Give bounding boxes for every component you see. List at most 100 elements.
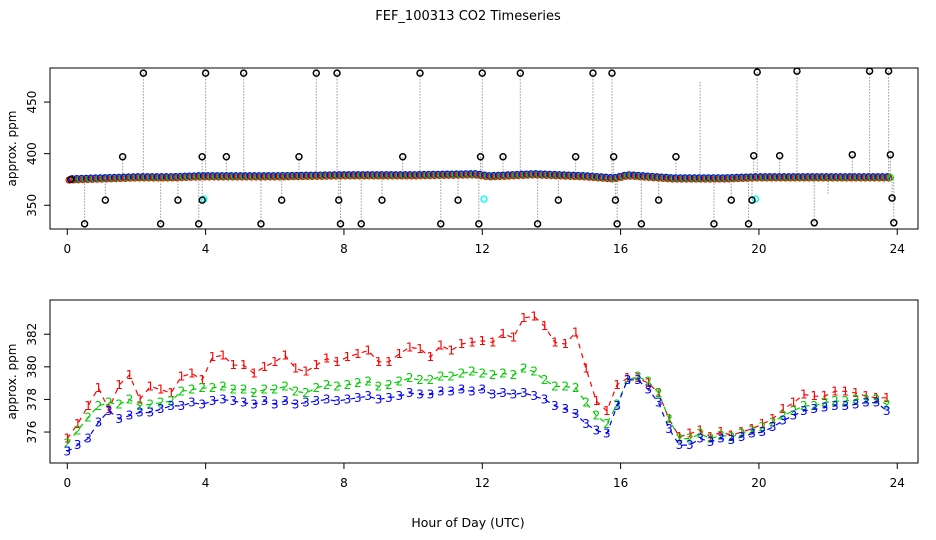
bottom-panel-series-2-marker: 2 — [561, 379, 569, 393]
top-panel-flag-point — [357, 220, 365, 228]
bottom-panel-series-3-marker: 3 — [769, 420, 777, 434]
top-panel-x-tick-label: 4 — [202, 242, 210, 256]
top-panel-flag-point — [476, 153, 485, 161]
bottom-panel-series-1-marker: 1 — [136, 392, 144, 406]
bottom-panel-series-2-marker: 2 — [852, 392, 860, 406]
bottom-panel-series-2-marker: 2 — [395, 375, 403, 389]
bottom-panel-series-3-marker: 3 — [416, 388, 424, 402]
bottom-panel-series-1-marker: 1 — [572, 326, 580, 340]
top-panel-flag-point — [571, 153, 580, 161]
bottom-panel-series-1-marker: 1 — [810, 389, 818, 403]
bottom-panel-frame — [49, 299, 919, 464]
top-panel-baseline-point — [480, 171, 489, 179]
top-panel-baseline-point — [883, 173, 891, 181]
bottom-panel-series-3-marker: 3 — [644, 383, 652, 397]
bottom-panel-series-2-marker: 2 — [95, 399, 103, 413]
bottom-panel-series-2-marker: 2 — [831, 394, 839, 408]
bottom-panel-series-3-marker: 3 — [115, 412, 123, 426]
bottom-panel-series-1-marker: 1 — [748, 422, 756, 436]
bottom-panel-series-3-marker: 3 — [333, 394, 341, 408]
bottom-panel-series-3-marker: 3 — [810, 402, 818, 416]
bottom-panel-series-2-marker: 2 — [624, 373, 632, 387]
bottom-panel-series-3-marker: 3 — [95, 415, 103, 429]
top-panel-flag-point — [378, 196, 386, 204]
bottom-panel-series-2-marker: 2 — [84, 410, 92, 424]
bottom-panel-series-1-marker: 1 — [95, 381, 103, 395]
bottom-panel-series-3-marker: 3 — [447, 384, 455, 398]
top-panel-y-tick-label: 350 — [25, 194, 39, 217]
bottom-panel-y-tick-label: 382 — [25, 323, 39, 346]
bottom-panel-series-2-marker: 2 — [810, 399, 818, 413]
top-panel-flag-point — [888, 194, 896, 202]
bottom-panel-series-2-marker: 2 — [707, 432, 715, 446]
bottom-panel-series-3-marker: 3 — [478, 383, 486, 397]
bottom-panel-series-1-marker: 1 — [240, 358, 248, 372]
bottom-panel-series-1-marker: 1 — [821, 389, 829, 403]
bottom-panel-series-1-marker: 1 — [178, 370, 186, 384]
top-panel-flag-point — [499, 153, 507, 161]
bottom-panel-series-3-marker: 3 — [541, 392, 549, 406]
bottom-panel-series-2-marker: 2 — [520, 361, 528, 375]
bottom-panel-x-tick-label: 4 — [202, 476, 210, 490]
bottom-panel-series-2-marker: 2 — [478, 366, 486, 380]
bottom-panel-series-1-marker: 1 — [323, 352, 331, 366]
bottom-panel-series-2-marker: 2 — [717, 428, 725, 442]
top-panel-baseline-point — [751, 173, 760, 181]
top-panel-flag-point — [710, 220, 718, 228]
bottom-panel-series-2-marker: 2 — [530, 365, 538, 379]
bottom-panel-series-3-marker: 3 — [707, 435, 715, 449]
bottom-panel-series-3-marker: 3 — [198, 397, 206, 411]
bottom-panel-series-1-marker: 1 — [333, 355, 341, 369]
top-panel-flag-point — [775, 151, 784, 160]
top-panel-flag-point — [101, 196, 110, 204]
top-panel-baseline-point — [648, 172, 656, 181]
top-panel-x-tick-label: 16 — [613, 242, 628, 256]
bottom-panel-series-3-marker: 3 — [831, 399, 839, 413]
bottom-panel-series-2-marker: 2 — [219, 379, 227, 393]
top-panel-flag-point — [475, 220, 483, 228]
bottom-panel-series-2-marker: 2 — [302, 386, 310, 400]
bottom-panel-series-3-marker: 3 — [63, 445, 71, 459]
top-panel-flag-point — [174, 196, 182, 204]
bottom-panel-series-3-marker: 3 — [354, 391, 362, 405]
bottom-panel-series-1-marker: 1 — [862, 389, 870, 403]
bottom-panel-series-3-marker: 3 — [136, 405, 144, 419]
bottom-panel-series-2-marker: 2 — [188, 383, 196, 397]
bottom-panel-series-1-marker: 1 — [458, 337, 466, 351]
bottom-panel-series-3-marker: 3 — [530, 389, 538, 403]
bottom-panel-series-1-marker: 1 — [468, 335, 476, 349]
bottom-panel-series-3-marker: 3 — [779, 414, 787, 428]
bottom-panel-series-2-marker: 2 — [178, 384, 186, 398]
bottom-panel-series-3-marker: 3 — [655, 396, 663, 410]
bottom-panel-series-3-marker: 3 — [696, 432, 704, 446]
bottom-panel-series-2-marker: 2 — [271, 383, 279, 397]
top-panel-flag-point — [222, 153, 231, 161]
top-panel-flag-point — [848, 150, 857, 159]
bottom-panel-series-2-marker: 2 — [105, 396, 113, 410]
top-panel-flag-point — [748, 196, 756, 204]
bottom-panel-series-3-marker: 3 — [271, 397, 279, 411]
bottom-panel-series-2-marker: 2 — [74, 423, 82, 437]
bottom-panel-series-2-marker: 2 — [115, 397, 123, 411]
bottom-panel-series-2-marker: 2 — [157, 396, 165, 410]
top-panel-x-tick-label: 24 — [890, 242, 905, 256]
top-panel-flag-point — [139, 69, 148, 77]
top-panel-baseline-point — [541, 170, 549, 178]
bottom-panel-series-3-marker: 3 — [800, 404, 808, 418]
bottom-panel-series-1-marker: 1 — [292, 361, 300, 375]
bottom-panel-series-3-marker: 3 — [842, 399, 850, 413]
top-panel-flag-point — [890, 219, 898, 227]
top-panel-flag-point — [637, 220, 646, 228]
bottom-panel-series-1-marker: 1 — [416, 342, 424, 356]
top-panel-flag-point — [295, 153, 303, 161]
top-panel-baseline-point — [536, 170, 545, 178]
bottom-panel-series-2-marker: 2 — [292, 384, 300, 398]
bottom-panel-series-1-marker: 1 — [655, 386, 663, 400]
top-panel-flag-point — [194, 220, 203, 228]
bottom-panel-series-1-marker: 1 — [437, 339, 445, 353]
bottom-panel-series-2-marker: 2 — [603, 417, 611, 431]
bottom-panel-series-2-marker: 2 — [727, 430, 735, 444]
bottom-panel-series-2-marker: 2 — [333, 379, 341, 393]
bottom-panel-series-1-marker: 1 — [354, 347, 362, 361]
bottom-panel-series-3-marker: 3 — [748, 427, 756, 441]
